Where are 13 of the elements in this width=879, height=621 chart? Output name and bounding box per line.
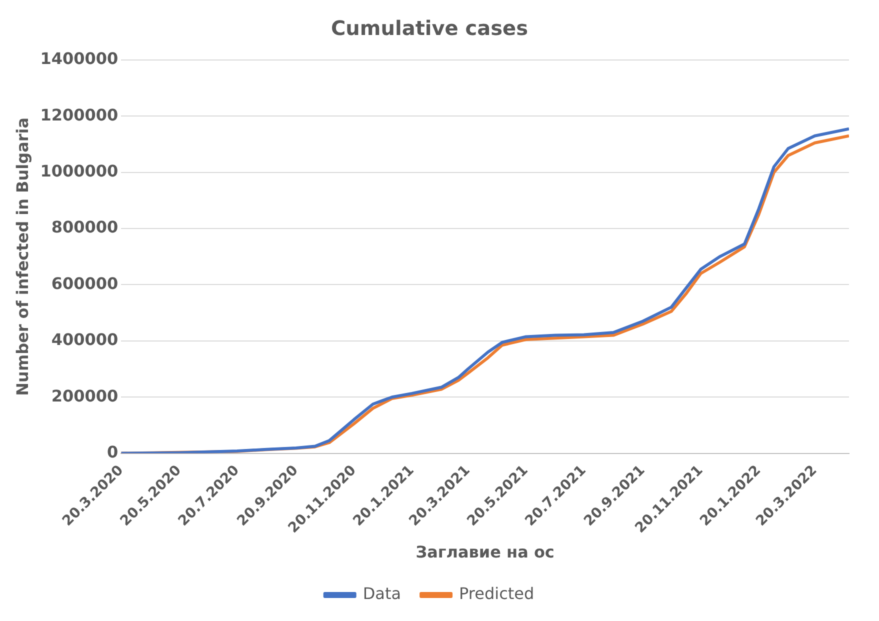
legend-label: Predicted — [459, 584, 534, 604]
chart-title: Cumulative cases — [330, 16, 528, 40]
y-tick-label: 200000 — [51, 386, 118, 406]
y-axis-title: Number of infected in Bulgaria — [12, 117, 32, 396]
y-tick-label: 1200000 — [40, 105, 118, 124]
y-tick-label: 800000 — [51, 218, 118, 237]
y-tick-label: 0 — [106, 442, 118, 462]
y-tick-label: 1400000 — [40, 49, 118, 68]
y-tick-label: 600000 — [51, 274, 118, 293]
y-tick-label: 400000 — [51, 330, 118, 350]
x-axis-title: Заглавие на ос — [416, 542, 554, 562]
y-tick-label: 1000000 — [40, 162, 118, 181]
legend-label: Data — [362, 584, 402, 604]
